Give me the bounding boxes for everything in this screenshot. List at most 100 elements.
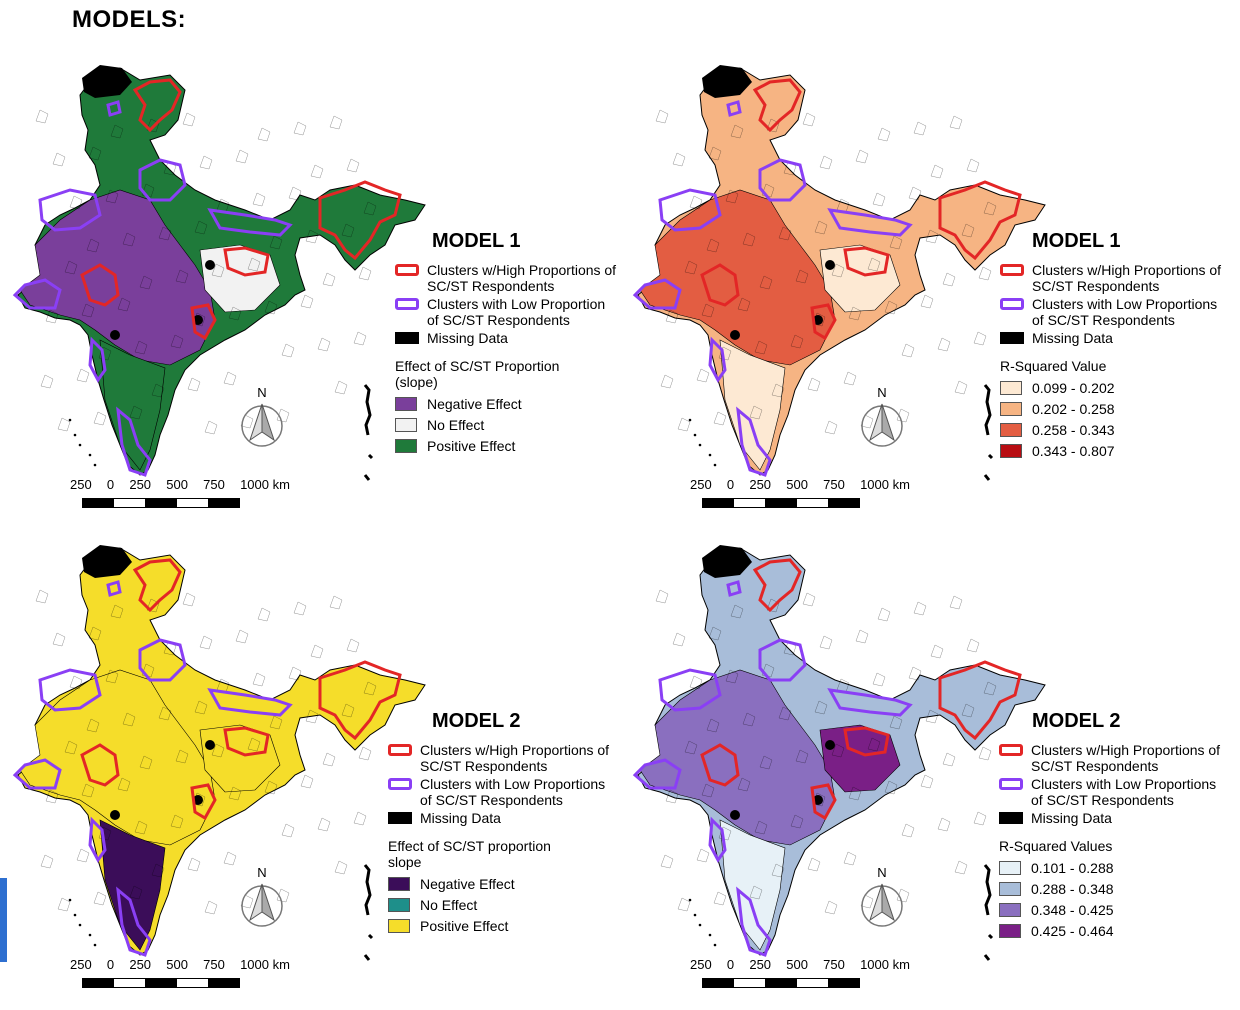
high-proportion-cluster <box>843 726 890 757</box>
india-map <box>12 545 426 957</box>
district-boundary <box>660 854 674 869</box>
district-boundary <box>778 226 792 241</box>
district-boundary <box>346 158 360 173</box>
district-boundary <box>824 420 838 435</box>
legend-class: No Effect <box>388 897 613 913</box>
scale-label: 1000 km <box>240 957 290 972</box>
district-boundary <box>40 854 54 869</box>
legend-label: Missing Data <box>427 330 508 346</box>
district-boundary <box>655 109 669 124</box>
district-boundary <box>814 700 828 715</box>
high-proportion-cluster <box>752 558 802 613</box>
district-boundary <box>288 186 302 201</box>
district-boundary <box>329 115 343 130</box>
map-legend: Clusters w/High Proportions of SC/ST Res… <box>388 742 613 939</box>
legend-swatch <box>395 298 419 310</box>
low-proportion-cluster <box>708 816 727 863</box>
district-boundary <box>930 164 944 179</box>
legend-swatch <box>999 812 1023 824</box>
legend-class: 0.425 - 0.464 <box>999 923 1229 939</box>
scale-label: 500 <box>786 957 808 972</box>
legend-class-label: 0.348 - 0.425 <box>1031 902 1114 918</box>
district-boundary <box>57 897 71 912</box>
north-arrow: N <box>860 385 904 451</box>
legend-class-label: 0.258 - 0.343 <box>1032 422 1115 438</box>
north-label: N <box>257 865 267 880</box>
low-proportion-cluster <box>106 580 122 597</box>
district-boundary <box>122 712 136 727</box>
district-boundary <box>725 669 739 684</box>
low-proportion-cluster <box>758 158 807 202</box>
legend-high-cluster: Clusters w/High Proportions of SC/ST Res… <box>388 742 613 774</box>
district-boundary <box>655 589 669 604</box>
district-boundary <box>848 306 862 321</box>
low-proportion-cluster <box>138 638 187 682</box>
low-proportion-cluster <box>658 668 722 712</box>
district-boundary <box>129 405 143 420</box>
district-boundary <box>759 275 773 290</box>
legend-class-swatch <box>1000 381 1022 395</box>
high-proportion-cluster <box>223 246 270 277</box>
district-boundary <box>983 681 997 696</box>
district-boundary <box>942 752 956 767</box>
legend-class: Negative Effect <box>395 396 620 412</box>
district-boundary <box>795 269 809 284</box>
scale-label: 500 <box>786 477 808 492</box>
district-boundary <box>182 592 196 607</box>
legend-class: 0.288 - 0.348 <box>999 881 1229 897</box>
district-boundary <box>228 786 242 801</box>
scale-label: 0 <box>726 477 735 492</box>
island-dot <box>73 433 77 437</box>
district-boundary <box>363 681 377 696</box>
high-proportion-cluster <box>700 263 740 307</box>
district-boundary <box>920 294 934 309</box>
low-proportion-cluster <box>38 188 102 232</box>
island-dot <box>698 923 702 927</box>
island-dot <box>73 913 77 917</box>
scale-label: 1000 km <box>860 957 910 972</box>
district-boundary <box>795 749 809 764</box>
andaman-islands <box>363 384 374 481</box>
district-boundary <box>771 383 785 398</box>
district-boundary <box>105 189 119 204</box>
district-boundary <box>665 309 679 324</box>
low-proportion-cluster <box>726 100 742 117</box>
legend-class-label: No Effect <box>420 897 478 913</box>
district-boundary <box>88 626 102 641</box>
district-boundary <box>247 257 261 272</box>
district-boundary <box>276 408 290 423</box>
model-title: MODEL 2 <box>432 710 521 732</box>
high-proportion-cluster <box>810 783 837 821</box>
district-boundary <box>199 155 213 170</box>
district-boundary <box>737 297 751 312</box>
district-boundary <box>730 124 744 139</box>
district-boundary <box>334 380 348 395</box>
legend-class-swatch <box>1000 423 1022 437</box>
scale-label: 250 <box>129 957 152 972</box>
district-boundary <box>824 900 838 915</box>
district-boundary <box>293 601 307 616</box>
legend-class-swatch <box>999 861 1021 875</box>
district-boundary <box>269 235 283 250</box>
district-boundary <box>983 201 997 216</box>
andaman-islands <box>983 864 994 961</box>
map-legend: Clusters w/High Proportions of SC/ST Res… <box>999 742 1229 944</box>
district-boundary <box>966 158 980 173</box>
district-boundary <box>276 888 290 903</box>
panel-model1-slope: N 250 0 250 500 750 1000 km MODEL 1 Clusters w/H… <box>0 40 620 530</box>
scale-label: 0 <box>726 957 735 972</box>
legend-label: Clusters w/High Proportions of SC/ST Res… <box>1031 742 1221 774</box>
missing-data-district <box>825 740 835 750</box>
high-proportion-cluster <box>132 78 182 133</box>
panel-model2-rsquared: N 250 0 250 500 750 1000 km MODEL 2 Clusters w/H… <box>620 520 1240 1010</box>
legend-heading: R-Squared Value <box>1000 358 1107 374</box>
district-boundary <box>867 737 881 752</box>
legend-label: Clusters with Low Proportion of SC/ST Re… <box>427 296 606 328</box>
district-boundary <box>978 746 992 761</box>
low-proportion-cluster <box>12 758 62 790</box>
district-boundary <box>45 789 59 804</box>
legend-high-cluster: Clusters w/High Proportions of SC/ST Res… <box>1000 262 1230 294</box>
district-boundary <box>76 848 90 863</box>
low-proportion-cluster <box>632 758 682 790</box>
district-boundary <box>872 192 886 207</box>
